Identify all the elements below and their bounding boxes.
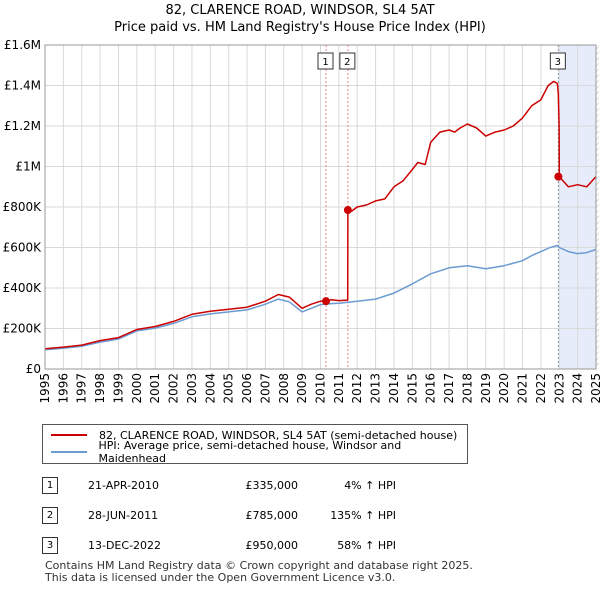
y-tick-label: £400K xyxy=(3,281,43,295)
x-tick-label: 1995 xyxy=(38,373,52,404)
x-tick-label: 2002 xyxy=(167,373,181,404)
sale-date: 28-JUN-2011 xyxy=(88,508,159,522)
sale-row-2: 2 28-JUN-2011 £785,000 135% ↑ HPI xyxy=(42,500,396,530)
x-tick-label: 2004 xyxy=(203,373,217,404)
legend-label-property: 82, CLARENCE ROAD, WINDSOR, SL4 5AT (sem… xyxy=(99,428,458,442)
footer-copyright: Contains HM Land Registry data © Crown c… xyxy=(45,559,473,572)
y-tick-label: £1.6M xyxy=(4,38,41,52)
sale-price: £335,000 xyxy=(245,478,299,492)
legend-item-hpi: HPI: Average price, semi-detached house,… xyxy=(51,439,467,465)
sale-point xyxy=(554,172,563,181)
sale-number-label: 1 xyxy=(322,57,328,68)
sale-number-box xyxy=(549,52,566,70)
sale-date: 13-DEC-2022 xyxy=(88,538,162,552)
x-tick-label: 2019 xyxy=(479,373,493,404)
legend-swatch-blue xyxy=(51,451,87,453)
sale-date: 21-APR-2010 xyxy=(88,478,160,492)
footer-credits: Contains HM Land Registry data © Crown c… xyxy=(45,560,473,584)
sale-number-badge: 3 xyxy=(42,536,58,554)
price-chart: £0 £200K £400K £600K £800K £1M £1.2M £1.4M £1.6M… xyxy=(3,38,600,404)
x-tick-label: 2006 xyxy=(240,373,254,404)
sale-number-box xyxy=(339,52,356,70)
y-tick-label: £200K xyxy=(3,322,43,336)
x-tick-label: 2009 xyxy=(295,373,309,404)
x-tick-label: 1999 xyxy=(111,373,125,404)
x-tick-label: 2012 xyxy=(350,373,364,404)
x-tick-label: 2018 xyxy=(460,373,474,404)
x-tick-label: 2020 xyxy=(497,373,511,404)
x-tick-label: 2014 xyxy=(387,373,401,404)
y-tick-label: £1.2M xyxy=(4,119,41,133)
x-tick-label: 2008 xyxy=(277,373,291,404)
y-tick-label: £1.4M xyxy=(4,79,41,93)
sale-hpi-change: 58% ↑ HPI xyxy=(337,538,396,552)
x-tick-label: 2005 xyxy=(222,373,236,404)
x-tick-label: 2001 xyxy=(148,373,162,404)
x-tick-label: 2023 xyxy=(552,373,566,404)
x-tick-label: 2007 xyxy=(258,373,272,404)
sale-point xyxy=(322,297,331,306)
x-tick-label: 2010 xyxy=(314,373,328,404)
sale-row-1: 1 21-APR-2010 £335,000 4% ↑ HPI xyxy=(42,470,396,500)
sale-number-box xyxy=(317,52,334,70)
plot-frame xyxy=(44,44,597,370)
x-tick-label: 2022 xyxy=(534,373,548,404)
x-tick-label: 1998 xyxy=(93,373,107,404)
sale-point xyxy=(343,206,352,215)
sale-hpi-change: 4% ↑ HPI xyxy=(344,478,396,492)
x-tick-label: 2017 xyxy=(442,373,456,404)
x-tick-label: 2011 xyxy=(332,373,346,404)
legend-label-hpi: HPI: Average price, semi-detached house,… xyxy=(98,439,402,465)
x-tick-label: 2013 xyxy=(369,373,383,404)
y-tick-label: £600K xyxy=(3,241,43,255)
sale-price: £785,000 xyxy=(245,508,299,522)
y-tick-label: £0 xyxy=(26,362,41,376)
x-tick-label: 1996 xyxy=(56,373,70,404)
chart-legend: 82, CLARENCE ROAD, WINDSOR, SL4 5AT (sem… xyxy=(42,424,468,465)
x-tick-label: 2025 xyxy=(589,373,600,404)
legend-item-property: 82, CLARENCE ROAD, WINDSOR, SL4 5AT (sem… xyxy=(51,427,457,443)
x-tick-label: 2021 xyxy=(516,373,530,404)
x-tick-label: 2000 xyxy=(130,373,144,404)
x-tick-label: 2024 xyxy=(571,373,585,404)
x-tick-label: 2003 xyxy=(185,373,199,404)
sale-number-badge: 1 xyxy=(42,476,58,494)
chart-title: 82, CLARENCE ROAD, WINDSOR, SL4 5AT xyxy=(165,3,435,18)
sale-number-label: 3 xyxy=(555,57,561,68)
sale-number-badge: 2 xyxy=(42,506,58,524)
x-tick-label: 1997 xyxy=(75,373,89,404)
sales-table: 1 21-APR-2010 £335,000 4% ↑ HPI 2 28-JUN… xyxy=(42,470,396,560)
chart-subtitle: Price paid vs. HM Land Registry's House … xyxy=(114,20,486,35)
sale-row-3: 3 13-DEC-2022 £950,000 58% ↑ HPI xyxy=(42,530,396,560)
sale-hpi-change: 135% ↑ HPI xyxy=(330,508,396,522)
legend-swatch-red xyxy=(51,434,87,436)
hpi-line xyxy=(44,244,597,351)
sale-number-label: 2 xyxy=(344,57,350,68)
footer-license: This data is licensed under the Open Gov… xyxy=(45,571,396,584)
x-tick-label: 2016 xyxy=(424,373,438,404)
x-tick-label: 2015 xyxy=(405,373,419,404)
hatched-region xyxy=(596,45,599,369)
property-price-line xyxy=(44,80,597,350)
y-tick-label: £800K xyxy=(3,200,43,214)
y-tick-label: £1M xyxy=(15,160,41,174)
sale-price: £950,000 xyxy=(245,538,299,552)
